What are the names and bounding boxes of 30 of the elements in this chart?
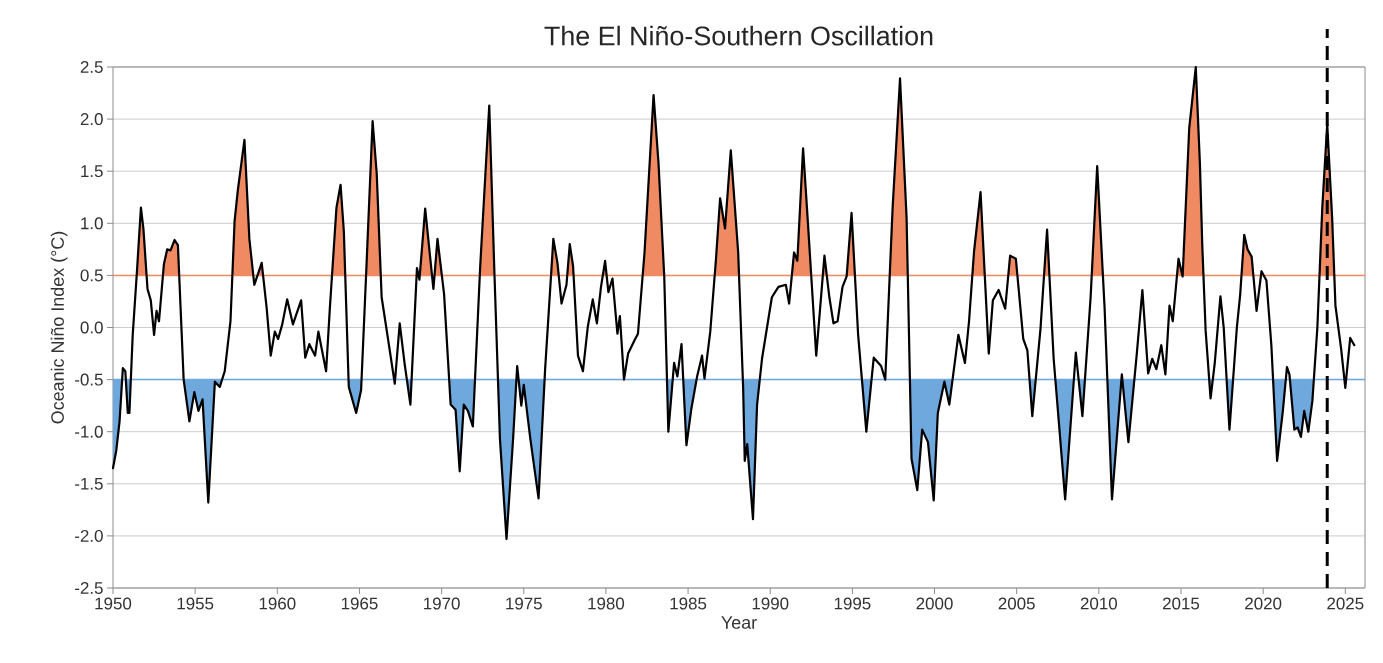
x-tick-label: 2020 — [1245, 597, 1282, 610]
x-tick-label: 1990 — [752, 597, 789, 610]
y-tick-label: 0.0 — [80, 321, 103, 334]
x-tick-label: 1960 — [259, 597, 296, 610]
x-tick-label: 1980 — [588, 597, 625, 610]
y-tick-label: 2.5 — [80, 61, 103, 73]
y-tick-label: -2.0 — [75, 529, 103, 542]
y-axis-title: Oceanic Niño Index (°C) — [50, 231, 68, 424]
y-tick-label: -0.5 — [75, 373, 103, 386]
x-tick-label: 1965 — [341, 597, 378, 610]
x-tick-label: 1970 — [424, 597, 460, 610]
y-tick-label: -2.5 — [75, 582, 103, 594]
x-tick-label: 1995 — [834, 597, 871, 610]
x-tick-label: 2000 — [916, 597, 953, 610]
x-tick-label: 2025 — [1327, 597, 1364, 610]
x-tick-label: 1975 — [506, 597, 542, 610]
x-tick-label: 2005 — [998, 597, 1035, 610]
y-tick-label: -1.5 — [75, 477, 103, 490]
y-tick-label: 2.0 — [80, 113, 103, 126]
x-tick-label: 1955 — [177, 597, 214, 610]
y-tick-label: 1.5 — [81, 165, 103, 178]
x-tick-label: 1985 — [670, 597, 707, 610]
x-tick-label: 1950 — [95, 597, 132, 610]
y-tick-label: -1.0 — [75, 425, 103, 438]
y-tick-label: 1.0 — [81, 217, 103, 230]
x-tick-label: 2015 — [1163, 597, 1200, 610]
chart-title: The El Niño-Southern Oscillation — [544, 25, 933, 46]
x-axis-title: Year — [721, 616, 757, 629]
y-tick-label: 0.5 — [80, 269, 103, 282]
x-tick-label: 2010 — [1080, 597, 1118, 610]
